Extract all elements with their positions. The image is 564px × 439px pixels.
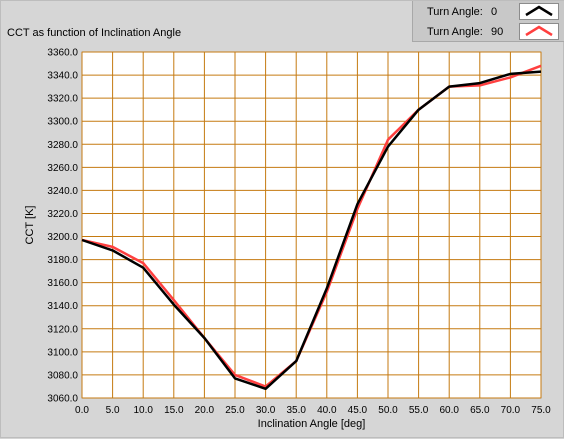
y-tick-label: 3240.0 [47, 186, 78, 197]
x-tick-label: 40.0 [317, 405, 337, 416]
x-tick-label: 45.0 [348, 405, 368, 416]
legend-item-turn-angle-90[interactable]: Turn Angle: 90 [413, 22, 564, 42]
plot-area[interactable] [81, 51, 542, 399]
plot-legend[interactable]: Turn Angle: 0 Turn Angle: 90 [412, 1, 564, 42]
legend-item-label: Turn Angle: [427, 6, 483, 18]
x-tick-label: 10.0 [133, 405, 153, 416]
x-tick-label: 5.0 [106, 405, 120, 416]
y-tick-label: 3140.0 [47, 301, 78, 312]
y-tick-label: 3220.0 [47, 209, 78, 220]
legend-line-swatch-black[interactable] [519, 3, 559, 20]
legend-swatch-line [525, 25, 553, 37]
x-tick-label: 30.0 [256, 405, 276, 416]
y-tick-label: 3260.0 [47, 163, 78, 174]
x-tick-label: 35.0 [286, 405, 306, 416]
y-tick-label: 3100.0 [47, 347, 78, 358]
legend-item-value: 90 [491, 26, 504, 38]
series-lines [81, 64, 542, 391]
x-tick-label: 15.0 [164, 405, 184, 416]
legend-swatch-line [525, 5, 553, 17]
x-tick-label: 0.0 [75, 405, 89, 416]
x-tick-label: 70.0 [501, 405, 521, 416]
legend-item-label: Turn Angle: [427, 26, 483, 38]
y-tick-label: 3300.0 [47, 117, 78, 128]
x-axis-tick-labels: 0.0 5.0 10.0 15.0 20.0 25.0 30.0 35.0 40.0 45.0 50… [75, 405, 551, 416]
x-tick-label: 60.0 [439, 405, 459, 416]
y-tick-label: 3280.0 [47, 140, 78, 151]
legend-item-turn-angle-0[interactable]: Turn Angle: 0 [413, 2, 564, 22]
grid-lines [81, 51, 542, 399]
y-tick-label: 3080.0 [47, 370, 78, 381]
y-tick-label: 3180.0 [47, 255, 78, 266]
y-tick-label: 3360.0 [47, 48, 78, 59]
y-tick-label: 3320.0 [47, 94, 78, 105]
x-tick-label: 25.0 [225, 405, 245, 416]
x-tick-label: 55.0 [409, 405, 429, 416]
x-axis-title: Inclination Angle [deg] [258, 418, 366, 430]
y-tick-label: 3120.0 [47, 324, 78, 335]
x-tick-label: 75.0 [531, 405, 551, 416]
legend-line-swatch-red[interactable] [519, 23, 559, 40]
y-tick-label: 3340.0 [47, 71, 78, 82]
x-tick-label: 65.0 [470, 405, 490, 416]
x-tick-label: 20.0 [195, 405, 215, 416]
y-tick-label: 3160.0 [47, 278, 78, 289]
series-line-turn-angle-0[interactable] [81, 70, 542, 391]
y-axis-tick-labels: 3060.0 3080.0 3100.0 3120.0 3140.0 3160.0 3180… [47, 48, 78, 405]
chart-title: CCT as function of Inclination Angle [7, 27, 182, 39]
y-axis-title: CCT [K] [24, 206, 36, 245]
x-tick-label: 50.0 [378, 405, 398, 416]
y-tick-label: 3200.0 [47, 232, 78, 243]
legend-item-value: 0 [491, 6, 498, 18]
y-tick-label: 3060.0 [47, 394, 78, 405]
